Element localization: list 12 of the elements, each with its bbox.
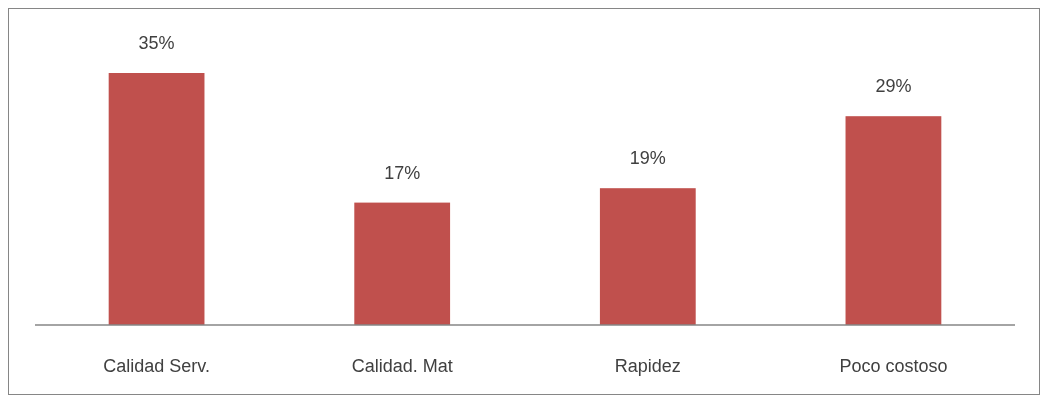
data-label: 29% [875, 76, 912, 97]
bar [599, 188, 696, 325]
x-tick-label: Calidad Serv. [103, 356, 210, 376]
bar [108, 73, 205, 325]
bar [354, 202, 451, 325]
data-label: 19% [629, 148, 666, 169]
x-tick-label: Rapidez [614, 356, 681, 376]
x-tick-label: Poco costoso [839, 356, 948, 376]
x-tick-label: Calidad. Mat [351, 356, 453, 376]
bar [845, 116, 942, 325]
data-label: 35% [138, 33, 175, 53]
data-label: 17% [384, 162, 421, 183]
